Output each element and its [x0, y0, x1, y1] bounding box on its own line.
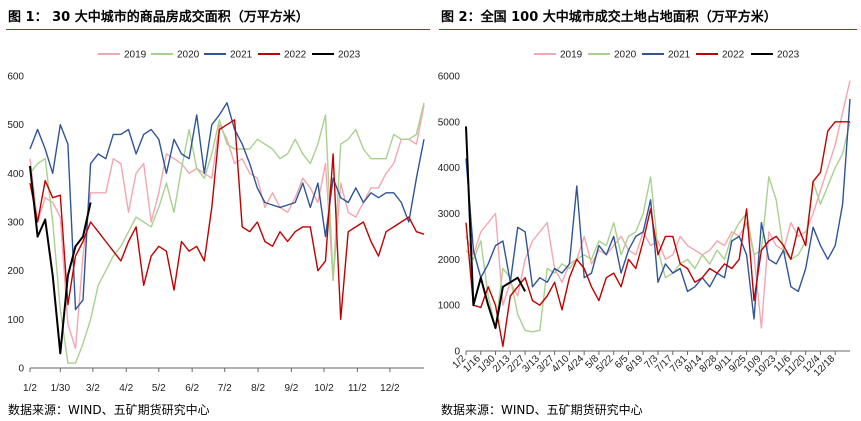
- chart-2: 01000200030004000500060001/21/161/302/13…: [438, 50, 851, 379]
- figure-1-source: 数据来源：WIND、五矿期货研究中心: [8, 403, 210, 417]
- figure-2-title: 图 2：全国 100 大中城市成交土地占地面积（万平方米）: [441, 10, 777, 25]
- series-line-2022: [29, 119, 425, 320]
- x-tick-label: 11/2: [348, 383, 367, 394]
- y-tick-label: 2000: [438, 255, 461, 266]
- x-tick-label: 10/2: [314, 383, 334, 394]
- legend-label-2019: 2019: [124, 50, 147, 61]
- y-tick-label: 200: [7, 266, 24, 277]
- figure-2-title-rule: [439, 29, 857, 30]
- legend-label-2020: 2020: [614, 50, 637, 61]
- x-tick-label: 6/2: [185, 383, 199, 394]
- legend-label-2021: 2021: [230, 50, 253, 61]
- y-tick-label: 3000: [438, 209, 461, 220]
- y-tick-label: 500: [7, 120, 24, 131]
- series-line-2023: [29, 165, 92, 355]
- y-tick-label: 6000: [438, 72, 461, 83]
- figure-1-title-rule: [6, 29, 430, 30]
- x-tick-label: 1/30: [51, 383, 71, 394]
- figure-1-title: 图 1： 30 大中城市的商品房成交面积（万平方米）: [8, 10, 309, 25]
- figure-2-source: 数据来源：WIND、五矿期货研究中心: [441, 403, 643, 417]
- y-tick-label: 400: [7, 169, 24, 180]
- series-line-2021: [29, 102, 425, 311]
- legend-label-2022: 2022: [722, 50, 745, 61]
- legend-label-2020: 2020: [177, 50, 200, 61]
- series-line-2019: [29, 105, 425, 350]
- y-tick-label: 1000: [438, 301, 461, 312]
- series-line-2022: [465, 121, 850, 348]
- series-line-2020: [465, 121, 851, 333]
- y-tick-label: 300: [7, 218, 24, 229]
- x-tick-label: 1/2: [23, 383, 37, 394]
- x-tick-label: 4/2: [119, 383, 133, 394]
- series-line-2019: [465, 80, 851, 329]
- chart-1: 0 100 200 300 400 500 600 1/2 1/30 3/2 4/2 5/2 6/2 7/…: [7, 50, 425, 394]
- y-tick-label: 600: [7, 72, 24, 83]
- x-tick-label: 3/2: [86, 383, 100, 394]
- x-tick-label: 5/2: [152, 383, 166, 394]
- legend-label-2022: 2022: [284, 50, 307, 61]
- x-tick-label: 7/2: [218, 383, 232, 394]
- series-line-2023: [465, 126, 526, 330]
- legend-label-2019: 2019: [560, 50, 583, 61]
- legend-label-2023: 2023: [338, 50, 361, 61]
- y-tick-label: 5000: [438, 117, 461, 128]
- legend-label-2023: 2023: [777, 50, 800, 61]
- series-line-2020: [29, 102, 425, 364]
- y-tick-label: 100: [7, 315, 24, 326]
- legend-label-2021: 2021: [668, 50, 691, 61]
- y-tick-label: 4000: [438, 163, 461, 174]
- y-tick-label: 0: [18, 364, 24, 375]
- series-line-2021: [465, 98, 851, 320]
- x-tick-label: 8/2: [251, 383, 265, 394]
- y-tick-label: 0: [454, 347, 460, 358]
- x-tick-label: 9/2: [284, 383, 298, 394]
- x-tick-label: 12/2: [380, 383, 400, 394]
